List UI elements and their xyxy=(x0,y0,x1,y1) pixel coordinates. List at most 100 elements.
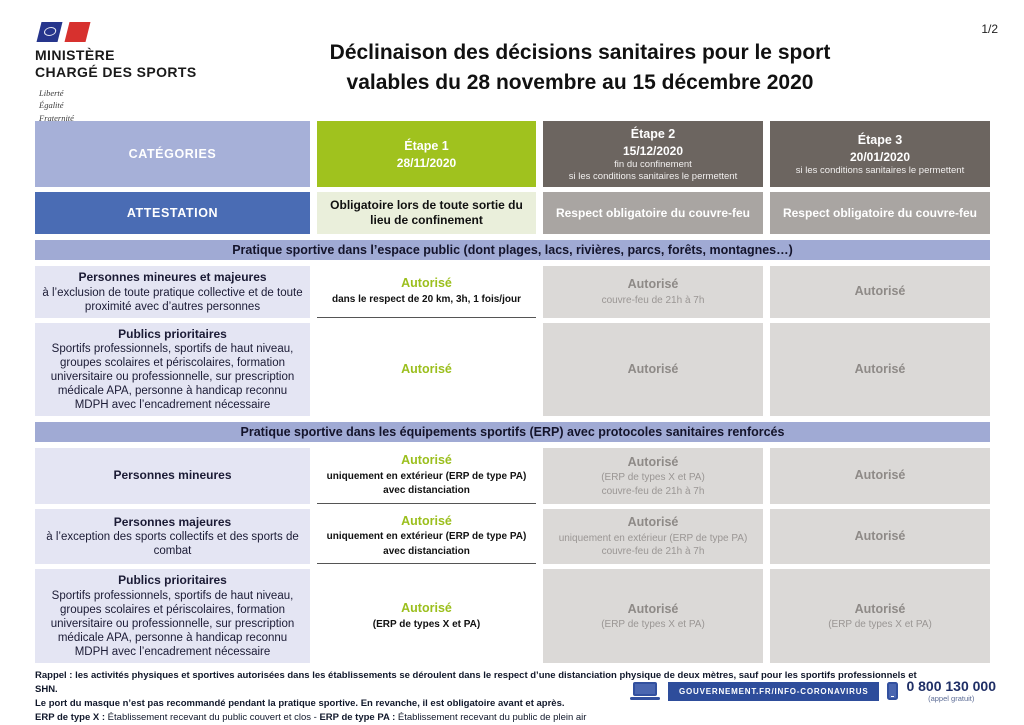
etape1-cell: Autorisé xyxy=(317,322,536,417)
header-etape3: Étape 3 20/01/2020 si les conditions san… xyxy=(770,121,990,188)
etape2-cell: Autorisé couvre-feu de 21h à 7h xyxy=(543,266,763,318)
ministry-name: MINISTÈRE CHARGÉ DES SPORTS xyxy=(35,47,265,81)
header-categories: CATÉGORIES xyxy=(35,121,310,188)
status-autorise: Autorisé xyxy=(401,601,452,616)
status-detail: avec distanciation xyxy=(383,545,470,557)
ministry-name-line1: MINISTÈRE xyxy=(35,47,115,63)
etape3-cell: Autorisé xyxy=(770,508,990,565)
attestation-etape1: Obligatoire lors de toute sortie du lieu… xyxy=(317,192,536,235)
status-autorise: Autorisé xyxy=(627,601,679,616)
table-row: Personnes mineures et majeures à l’exclu… xyxy=(35,266,990,318)
etape1-cell: Autorisé dans le respect de 20 km, 3h, 1… xyxy=(317,266,536,318)
etape2-cell: Autorisé xyxy=(543,322,763,417)
status-autorise: Autorisé xyxy=(627,277,679,292)
header-etape2: Étape 2 15/12/2020 fin du confinement si… xyxy=(543,121,763,188)
etape3-cell: Autorisé (ERP de types X et PA) xyxy=(770,569,990,664)
phone-icon xyxy=(887,682,899,701)
status-detail: couvre-feu de 21h à 7h xyxy=(601,546,705,558)
section-banner-espace-public: Pratique sportive dans l’espace public (… xyxy=(35,240,990,261)
etape1-cell: Autorisé (ERP de types X et PA) xyxy=(317,569,536,664)
motto-liberte: Liberté xyxy=(39,87,64,98)
attestation-etape2: Respect obligatoire du couvre-feu xyxy=(543,192,763,235)
etape1-title: Étape 1 xyxy=(404,138,449,153)
category-cell: Personnes majeures à l’exception des spo… xyxy=(35,508,310,565)
attestation-etape3: Respect obligatoire du couvre-feu xyxy=(770,192,990,235)
laptop-base-icon xyxy=(630,697,660,701)
etape1-date: 28/11/2020 xyxy=(396,155,457,170)
category-title: Personnes mineures xyxy=(113,468,232,483)
status-autorise: Autorisé xyxy=(854,361,906,376)
etape2-date: 15/12/2020 xyxy=(622,143,684,158)
table-row: Personnes majeures à l’exception des spo… xyxy=(35,508,990,565)
table-row: Publics prioritaires Sportifs profession… xyxy=(35,569,990,664)
category-subtitle: Sportifs professionnels, sportifs de hau… xyxy=(50,343,295,412)
status-detail: (ERP de types X et PA) xyxy=(372,618,481,630)
status-detail: uniquement en extérieur (ERP de type PA) xyxy=(558,532,748,544)
etape2-note2: si les conditions sanitaires le permette… xyxy=(568,171,738,183)
french-flag-icon xyxy=(36,22,265,42)
category-title: Publics prioritaires xyxy=(118,326,227,341)
attestation-label: ATTESTATION xyxy=(35,192,310,235)
footnote-rappel: Rappel : les activités physiques et spor… xyxy=(35,670,917,695)
status-autorise: Autorisé xyxy=(627,454,679,469)
header-etape1: Étape 1 28/11/2020 xyxy=(317,121,536,188)
status-autorise: Autorisé xyxy=(854,601,906,616)
gouvernement-url-banner: GOUVERNEMENT.FR/INFO-CORONAVIRUS xyxy=(668,681,880,701)
page-title-line2: valables du 28 novembre au 15 décembre 2… xyxy=(346,71,814,95)
ministry-name-line2: CHARGÉ DES SPORTS xyxy=(35,63,197,80)
etape2-cell: Autorisé uniquement en extérieur (ERP de… xyxy=(543,508,763,565)
etape2-cell: Autorisé (ERP de types X et PA) xyxy=(543,569,763,664)
table-row: Publics prioritaires Sportifs profession… xyxy=(35,322,990,417)
status-autorise: Autorisé xyxy=(401,361,452,376)
footnote-erp-definitions: ERP de type X : Établissement recevant d… xyxy=(35,711,920,725)
category-title: Publics prioritaires xyxy=(118,573,227,588)
table-row: Personnes mineures Autorisé uniquement e… xyxy=(35,448,990,504)
section-banner-equipements-sportifs: Pratique sportive dans les équipements s… xyxy=(35,422,990,443)
category-cell: Personnes mineures et majeures à l’exclu… xyxy=(35,266,310,318)
status-autorise: Autorisé xyxy=(854,468,906,483)
etape2-cell: Autorisé (ERP de types X et PA) couvre-f… xyxy=(543,448,763,504)
etape1-cell: Autorisé uniquement en extérieur (ERP de… xyxy=(317,508,536,565)
status-autorise: Autorisé xyxy=(401,276,452,291)
table-header-row: CATÉGORIES Étape 1 28/11/2020 Étape 2 15… xyxy=(35,121,990,188)
etape3-cell: Autorisé xyxy=(770,448,990,504)
category-title: Personnes mineures et majeures xyxy=(78,270,267,285)
category-cell: Personnes mineures xyxy=(35,448,310,504)
category-title: Personnes majeures xyxy=(113,514,232,529)
status-detail: dans le respect de 20 km, 3h, 1 fois/jou… xyxy=(332,293,521,305)
page-number: 1/2 xyxy=(981,22,998,36)
erp-x-definition: Établissement recevant du public couvert… xyxy=(105,712,320,723)
status-detail: (ERP de types X et PA) xyxy=(601,472,705,484)
etape2-title: Étape 2 xyxy=(630,127,676,141)
etape3-date: 20/01/2020 xyxy=(849,149,911,164)
status-autorise: Autorisé xyxy=(401,453,452,468)
etape3-cell: Autorisé xyxy=(770,266,990,318)
status-detail: (ERP de types X et PA) xyxy=(828,619,932,631)
motto-egalite: Égalité xyxy=(39,100,64,111)
flag-red-icon xyxy=(64,22,91,42)
etape1-cell: Autorisé uniquement en extérieur (ERP de… xyxy=(317,448,536,504)
laptop-screen-icon xyxy=(633,682,657,697)
status-detail: (ERP de types X et PA) xyxy=(601,619,705,631)
erp-x-label: ERP de type X : xyxy=(35,712,106,723)
footnote-masque: Le port du masque n’est pas recommandé p… xyxy=(35,698,565,709)
ministry-logo: MINISTÈRE CHARGÉ DES SPORTS Liberté Égal… xyxy=(35,22,265,125)
republic-motto: Liberté Égalité Fraternité xyxy=(39,87,265,125)
etape2-note1: fin du confinement xyxy=(614,159,692,171)
status-detail: avec distanciation xyxy=(383,485,470,497)
etape3-title: Étape 3 xyxy=(857,132,903,147)
sanitary-decisions-table: CATÉGORIES Étape 1 28/11/2020 Étape 2 15… xyxy=(35,121,990,668)
page-title-line1: Déclinaison des décisions sanitaires pou… xyxy=(329,41,831,64)
category-subtitle: à l’exclusion de toute pratique collecti… xyxy=(42,286,303,313)
government-contact: GOUVERNEMENT.FR/INFO-CORONAVIRUS 0 800 1… xyxy=(630,678,996,704)
etape3-cell: Autorisé xyxy=(770,322,990,417)
footnotes: Rappel : les activités physiques et spor… xyxy=(35,669,920,725)
phone-free-note: (appel gratuit) xyxy=(928,694,975,704)
page-title: Déclinaison des décisions sanitaires pou… xyxy=(250,38,910,99)
category-cell: Publics prioritaires Sportifs profession… xyxy=(35,322,310,417)
status-autorise: Autorisé xyxy=(854,528,906,543)
etape3-note1: si les conditions sanitaires le permette… xyxy=(795,165,965,177)
flag-blue-icon xyxy=(36,22,63,42)
phone-number: 0 800 130 000 xyxy=(906,678,996,694)
category-subtitle: Sportifs professionnels, sportifs de hau… xyxy=(50,589,295,659)
